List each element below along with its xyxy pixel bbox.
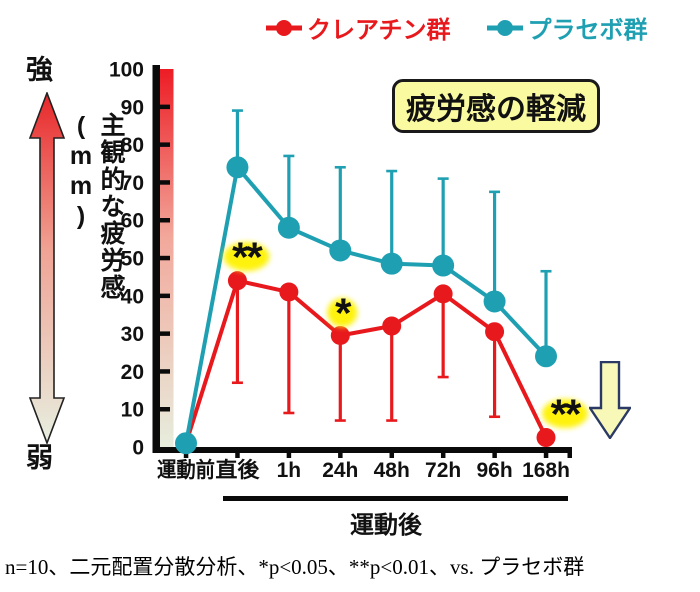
data-point [536,428,556,448]
data-point [485,322,505,342]
y-tick-label: 40 [121,285,144,308]
stats-caption: n=10、二元配置分散分析、*p<0.05、**p<0.01、vs. プラセボ群 [5,555,585,579]
x-tick-label: 48h [374,459,410,482]
line-marker-icon [486,19,523,36]
data-point [432,254,455,277]
y-tick-label: 80 [121,134,144,157]
legend-item-placebo: プラセボ群 [486,10,648,45]
significance-asterisk: ** [232,234,263,281]
significance-highlight [223,242,270,272]
data-point [175,432,197,455]
y-tick-label: 60 [121,210,144,233]
legend-item-creatine: クレアチン群 [266,10,451,45]
chart-title-box: 疲労感の軽減 [392,79,600,133]
y-tick-label: 90 [121,96,144,119]
y-axis-title: 主観的な疲労感(mm) [67,112,125,301]
legend-label-creatine: クレアチン群 [307,17,451,44]
data-point [329,239,352,262]
significance-highlight [327,297,358,327]
x-tick-label: 1h [277,459,302,482]
after-exercise-label: 運動後 [350,512,422,539]
fatigue-decrease-arrow-icon [589,361,631,439]
y-tick-label: 0 [132,437,144,460]
data-point [279,282,299,302]
y-tick-label: 70 [121,172,144,195]
x-axis-line [152,447,572,453]
data-point [535,345,558,368]
after-exercise-bracket [223,496,568,501]
data-point [483,290,506,313]
fatigue-intensity-scale-arrow-icon [28,92,66,444]
data-point [226,156,249,179]
chart-legend: クレアチン群 プラセボ群 [266,10,648,45]
x-tick-label: 96h [476,459,512,482]
y-axis-line [152,65,160,453]
y-tick-label: 100 [109,59,144,82]
legend-label-placebo: プラセボ群 [527,17,648,44]
scale-weak-label: 弱 [26,443,53,473]
significance-asterisk: ** [551,391,582,438]
data-point [227,271,247,291]
line-marker-icon [266,19,302,36]
data-point [433,284,453,304]
x-tick-label: 直後 [215,458,260,482]
x-tick-label: 24h [322,459,358,482]
x-tick-label: 72h [425,459,461,482]
y-tick-label: 50 [121,248,144,271]
significance-asterisk: * [335,289,352,336]
scale-strong-label: 強 [26,55,53,85]
y-tick-label: 10 [121,399,144,422]
data-point [382,316,402,336]
y-tick-label: 30 [121,323,144,346]
significance-highlight [542,399,589,429]
data-point [277,216,300,239]
x-tick-label: 運動前 [157,458,215,482]
data-point [330,325,350,345]
y-tick-label: 20 [121,361,144,384]
data-point [380,252,403,275]
x-tick-label: 168h [522,459,570,482]
